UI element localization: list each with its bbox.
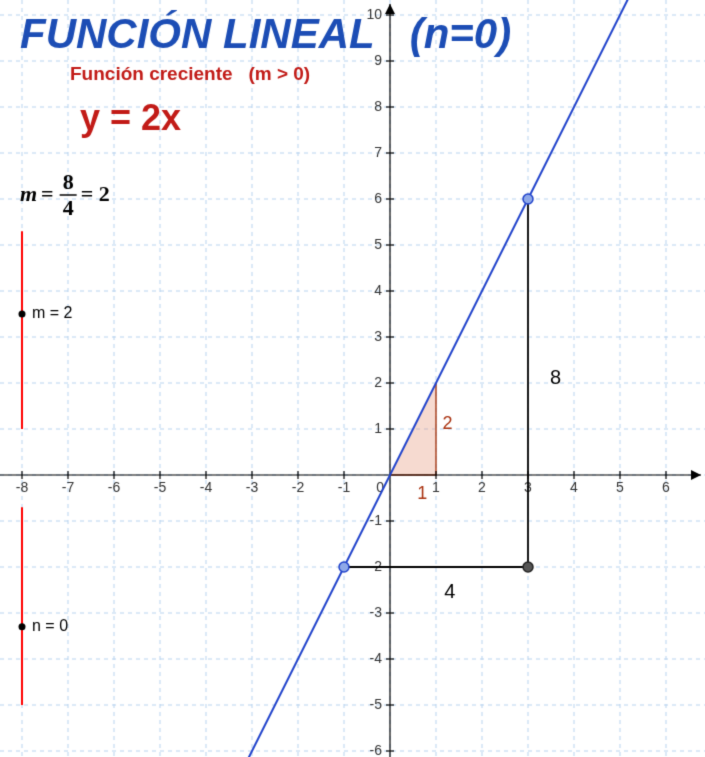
- graph-canvas: [0, 0, 705, 757]
